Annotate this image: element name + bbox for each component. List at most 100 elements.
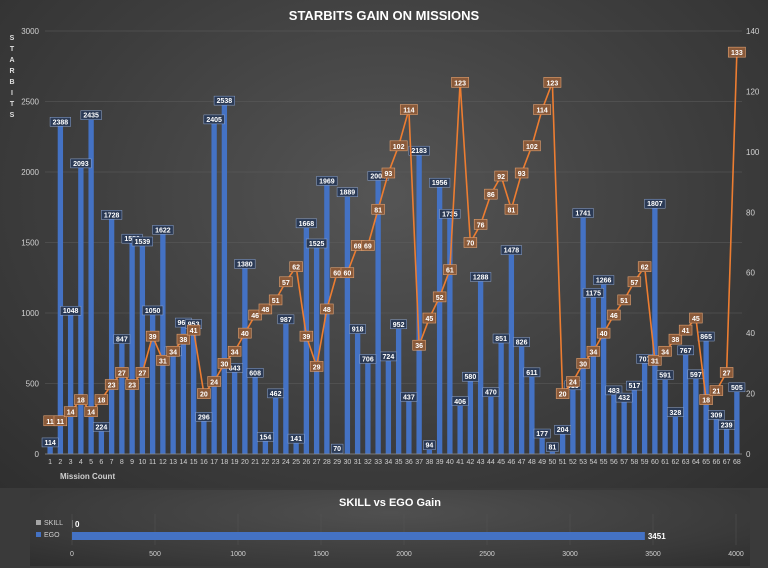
line-point-text: 93 [518,171,526,178]
bar [723,420,730,454]
x-tick-label: 20 [241,459,249,466]
line-point-label: 39 [145,330,160,342]
bar [324,176,330,454]
chart2-x-tick-label: 1000 [230,551,246,558]
line-point-label: 27 [135,367,150,378]
x-tick-label: 38 [425,459,433,466]
bar [293,434,299,454]
x-tick-label: 24 [282,459,290,466]
bar-data-label-text: 1478 [504,248,520,255]
line-point-marker [689,312,703,324]
y-axis-title-letter: A [9,57,14,64]
bar-data-label-box [462,371,479,382]
bar [129,234,135,454]
x-tick-label: 16 [200,459,208,466]
line-point-text: 45 [425,316,433,323]
bar-data-label-text: 154 [260,434,272,441]
x-tick-label: 13 [169,459,177,466]
line-point-text: 29 [313,364,321,371]
bar-data-label: 2405 [203,114,225,125]
line-point-text: 39 [302,334,310,341]
bar [139,237,146,454]
bar-data-label-text: 2538 [217,98,233,105]
line-point-label: 102 [389,140,408,152]
bar [590,288,597,454]
line-point-marker [596,327,611,339]
line-point-marker [145,330,160,342]
line-point-label: 52 [432,291,447,303]
line-point-text: 57 [282,280,290,287]
bar-data-label-box [523,367,541,378]
bar-data-label: 437 [400,392,418,402]
line-point-text: 69 [364,244,372,251]
line-point-text: 11 [46,419,54,426]
line-point-marker [361,240,375,251]
bar-data-label-text: 462 [270,391,282,398]
line-point-marker [258,303,273,315]
bar-data-label: 505 [728,382,746,393]
bar-data-label-box [677,345,694,356]
line-point-marker [533,104,552,115]
bar-data-label-text: 70 [333,446,341,453]
line-point-marker [412,339,426,351]
line-point-text: 36 [415,343,423,350]
x-tick-label: 41 [456,459,464,466]
line-point-marker [522,140,541,152]
legend-label: SKILL [44,520,63,527]
x-axis-title: Mission Count [60,472,115,481]
bar-data-label-text: 1622 [155,227,171,234]
bar [539,429,545,454]
bar-data-label-box [295,218,317,229]
bar-data-label-box [113,334,131,344]
line-point-text: 81 [507,207,515,214]
line-point-marker [576,358,590,369]
line-point-text: 34 [661,349,669,356]
bar-data-label: 608 [246,368,264,378]
bar [119,334,125,454]
bar-data-label: 1266 [593,275,615,285]
line-point-label: 18 [74,394,88,405]
line-point-label: 40 [596,327,611,339]
bar-data-label: 865 [697,331,715,342]
bar [713,410,720,454]
bar-data-label-box [306,238,328,249]
bar-data-label-box [131,236,153,247]
line-point-label: 123 [451,77,470,88]
x-tick-label: 34 [384,459,392,466]
bar [570,380,576,454]
bar-data-label-text: 851 [495,336,507,343]
y-axis-title: STARBITS [9,35,14,119]
bar-data-label: 1175 [582,288,604,298]
x-tick-label: 56 [610,459,618,466]
line-point-text: 93 [384,171,392,178]
line-point-label: 93 [514,167,529,179]
bar-data-label-box [429,177,451,188]
bar-data-label: 1288 [470,272,492,282]
bar-data-label-text: 611 [526,370,537,377]
bar-data-label-text: 952 [393,322,405,329]
line-point-marker [668,333,683,345]
line-point-label: 38 [668,333,683,345]
bar-data-label-box [408,145,430,156]
line-point-label: 81 [371,203,385,215]
chart2-bar-label: 3451 [648,532,666,541]
line-point-marker [371,203,385,215]
x-tick-label: 37 [415,459,423,466]
line-point-text: 81 [374,207,382,214]
x-tick-label: 51 [559,459,567,466]
x-tick-label: 59 [641,459,649,466]
bar [529,367,535,454]
y2-tick-label: 100 [746,148,760,157]
line-point-label: 40 [238,327,252,339]
line-point-marker [156,355,170,366]
bar-data-label-box [667,407,684,418]
bar-data-label-text: 517 [629,383,641,390]
line-series: 11 11141814182327232739313438412024303440… [43,46,746,427]
x-tick-label: 46 [507,459,515,466]
line-point-text: 41 [190,328,198,335]
line-point-label: 34 [586,345,601,357]
bar [201,412,207,454]
bar [231,363,238,454]
bar-data-label-text: 964 [178,320,190,327]
bar-data-label: 114 [41,437,59,448]
